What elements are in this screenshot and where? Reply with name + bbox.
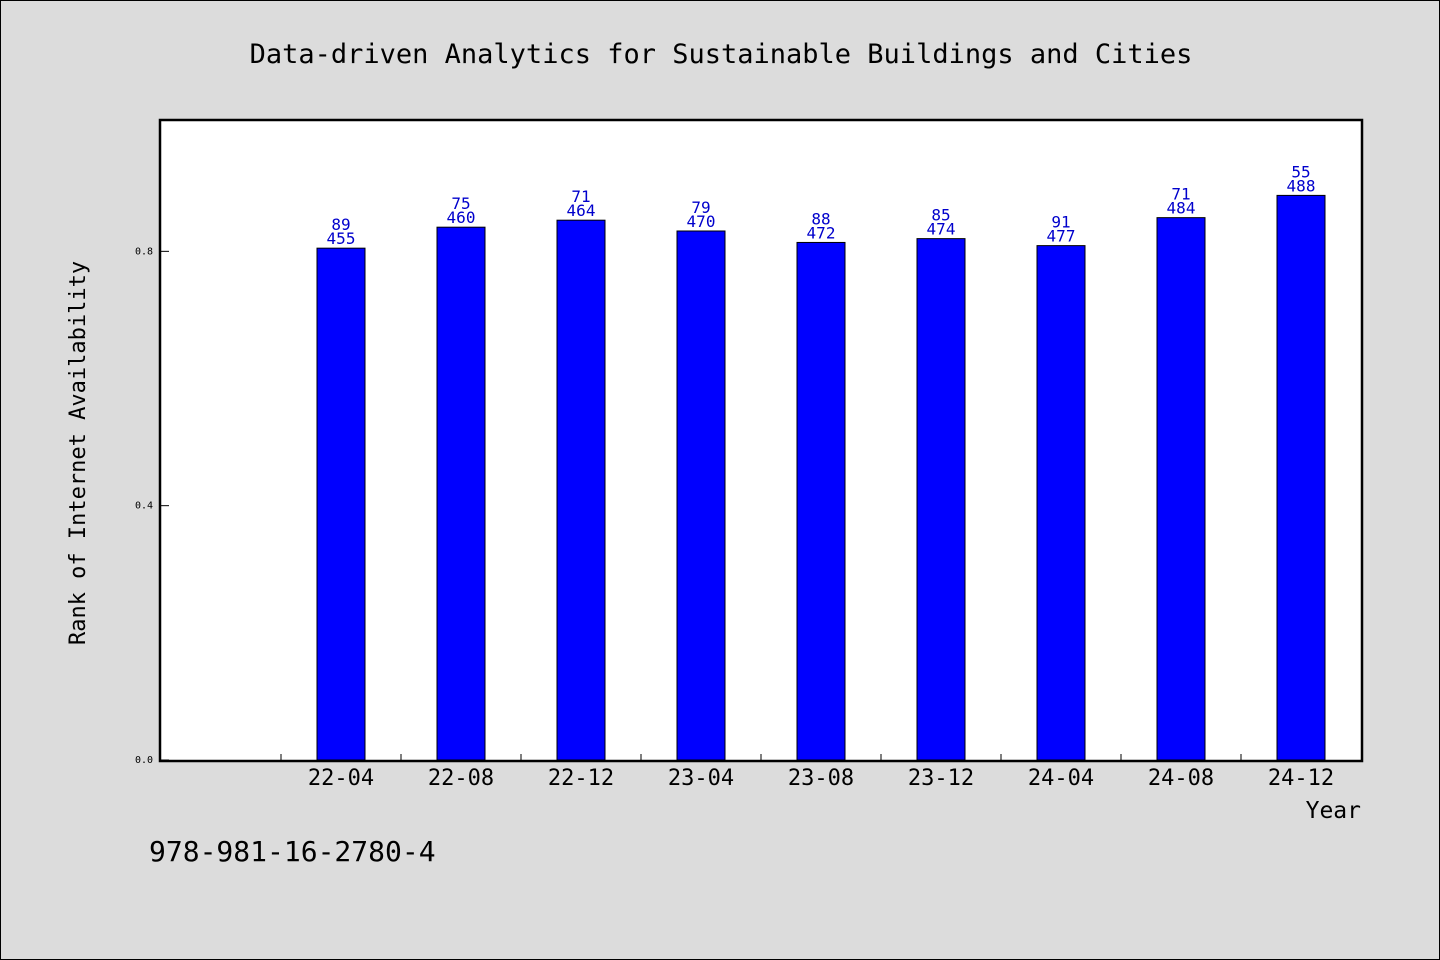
y-tick-label: 0.4 — [135, 501, 153, 512]
axis-ticks: 0.0 0.4 0.8 — [135, 246, 1242, 766]
bar — [1156, 217, 1206, 761]
x-tick-label: 24-08 — [1148, 766, 1214, 791]
bar — [796, 241, 846, 761]
bars — [316, 194, 1326, 761]
y-axis-label: Rank of Internet Availability — [66, 261, 91, 645]
x-tick-label: 22-12 — [548, 766, 614, 791]
x-tick-label: 24-12 — [1268, 766, 1334, 791]
data-label-top: 71 — [571, 187, 590, 206]
x-tick-label: 22-04 — [308, 766, 374, 791]
data-label-top: 71 — [1171, 185, 1190, 204]
data-label-bottom: 460 — [447, 208, 476, 227]
data-label-top: 88 — [811, 209, 830, 228]
bar — [676, 230, 726, 761]
data-label-top: 89 — [331, 215, 350, 234]
x-tick-label: 24-04 — [1028, 766, 1094, 791]
chart-title: Data-driven Analytics for Sustainable Bu… — [250, 39, 1193, 70]
x-tick-label: 23-12 — [908, 766, 974, 791]
y-tick-label: 0.0 — [135, 755, 153, 766]
bar — [1276, 194, 1326, 761]
data-label-bottom: 472 — [807, 223, 836, 242]
bar — [316, 247, 366, 761]
data-label-bottom: 484 — [1167, 199, 1196, 218]
data-label-bottom: 488 — [1287, 176, 1316, 195]
bar — [556, 219, 606, 761]
x-tick-label: 23-08 — [788, 766, 854, 791]
x-axis-label: Year — [1306, 798, 1361, 824]
bar — [436, 226, 486, 761]
isbn-note: 978-981-16-2780-4 — [149, 835, 436, 868]
bar — [1036, 245, 1086, 761]
data-label-bottom: 470 — [687, 212, 716, 231]
data-labels: 22-044558922-084607522-124647123-0447079… — [308, 162, 1334, 791]
data-label-top: 91 — [1051, 213, 1070, 232]
data-label-bottom: 464 — [567, 201, 596, 220]
x-tick-label: 22-08 — [428, 766, 494, 791]
data-label-top: 85 — [931, 206, 950, 225]
data-label-bottom: 477 — [1047, 227, 1076, 246]
x-tick-label: 23-04 — [668, 766, 734, 791]
y-tick-label: 0.8 — [135, 246, 153, 257]
data-label-top: 79 — [691, 198, 710, 217]
data-label-bottom: 455 — [327, 229, 356, 248]
data-label-bottom: 474 — [927, 220, 956, 239]
bar — [916, 238, 966, 761]
data-label-top: 75 — [451, 194, 470, 213]
data-label-top: 55 — [1291, 162, 1310, 181]
